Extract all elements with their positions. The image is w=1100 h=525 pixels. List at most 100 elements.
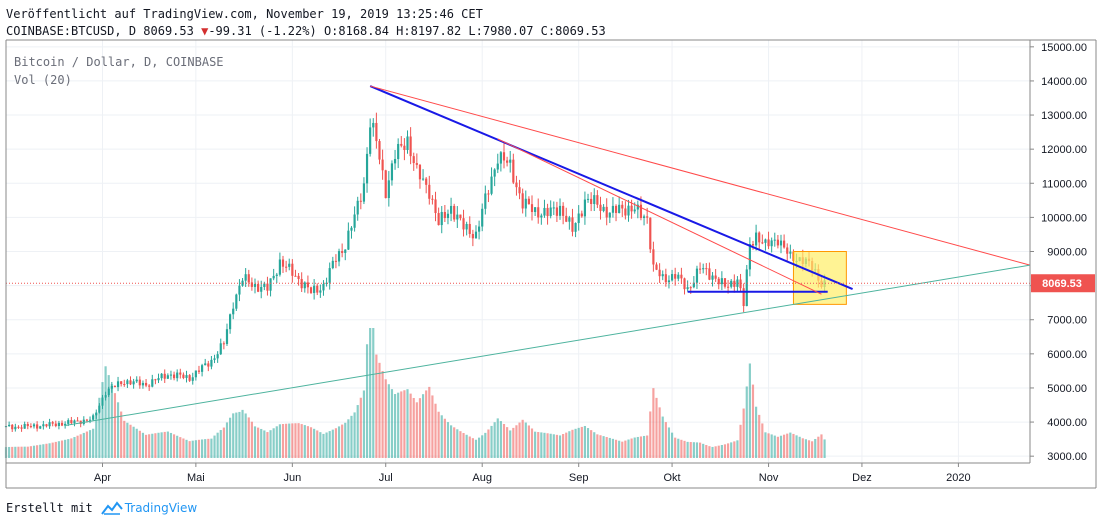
candle-body: [322, 284, 325, 291]
volume-bar: [602, 436, 605, 458]
volume-bar: [138, 430, 141, 458]
volume-bar: [546, 433, 549, 458]
volume-bar: [739, 424, 742, 458]
candle-body: [745, 269, 748, 307]
candle-body: [636, 204, 639, 210]
volume-bar: [493, 422, 496, 458]
volume-bar: [88, 430, 92, 458]
volume-bar: [76, 435, 79, 458]
volume-bar: [418, 398, 422, 458]
volume-bar: [742, 408, 745, 458]
volume-bar: [225, 422, 229, 458]
candle-body: [730, 280, 733, 287]
volume-bar: [98, 397, 101, 458]
x-tick-label: Mai: [187, 472, 205, 484]
volume-bar: [51, 442, 54, 458]
candle-body: [210, 359, 213, 367]
candle-body: [412, 156, 415, 164]
candle-body: [789, 251, 792, 254]
candle-body: [552, 207, 555, 209]
volume-bar: [723, 444, 727, 458]
volume-bar: [369, 328, 372, 458]
volume-bar: [415, 402, 418, 458]
volume-bar: [375, 354, 378, 458]
candle-body: [446, 213, 450, 219]
volume-bar: [235, 412, 238, 458]
candle-body: [773, 239, 776, 241]
candle-body: [583, 199, 587, 217]
x-tick-label: Okt: [664, 472, 681, 484]
y-tick-label: 7000.00: [1047, 315, 1087, 327]
candle-body: [266, 283, 269, 291]
volume-bar: [590, 430, 593, 458]
volume-bar: [257, 427, 260, 458]
volume-bar: [116, 402, 120, 458]
candle-body: [487, 193, 490, 195]
volume-bar: [736, 440, 739, 458]
volume-bar: [614, 439, 618, 458]
candle-body: [568, 217, 571, 222]
volume-bar: [820, 434, 823, 458]
volume-bar: [238, 411, 241, 458]
blue-trendline: [369, 85, 853, 290]
candle-body: [527, 198, 530, 205]
candle-body: [655, 264, 658, 270]
candle-body: [291, 263, 294, 276]
volume-bar: [481, 435, 484, 458]
volume-bar: [683, 440, 686, 458]
volume-bar: [219, 430, 222, 458]
volume-bar: [42, 444, 45, 458]
x-tick-label: Dez: [852, 472, 872, 484]
candle-body: [359, 200, 362, 202]
volume-bar: [449, 425, 453, 458]
candle-body: [54, 423, 57, 427]
candle-body: [406, 136, 409, 151]
last-price-label-bg: [1031, 274, 1095, 293]
volume-bar: [779, 435, 783, 458]
volume-bar: [730, 442, 733, 458]
volume-bar: [393, 394, 397, 458]
candle-body: [92, 415, 95, 420]
volume-indicator-label: Vol (20): [14, 73, 72, 87]
volume-bar: [496, 418, 499, 458]
candle-body: [194, 370, 197, 378]
volume-bar: [272, 428, 275, 458]
volume-bar: [144, 434, 148, 458]
candle-body: [698, 268, 702, 270]
candle-body: [443, 211, 446, 219]
volume-bars: [4, 328, 826, 458]
candle-body: [733, 280, 736, 287]
candle-body: [502, 152, 506, 161]
change-text: -99.31 (-1.22%): [208, 24, 317, 38]
volume-bar: [185, 439, 188, 458]
candle-body: [387, 180, 390, 199]
candle-body: [275, 274, 278, 276]
candle-body: [384, 170, 387, 199]
axes: 15000.00 14000.00 13000.00 12000.00 11000.00…: [5, 39, 1097, 489]
candle-body: [182, 374, 185, 378]
candle-body: [437, 213, 440, 226]
volume-bar: [487, 429, 490, 458]
series-title: Bitcoin / Dollar, D, COINBASE: [14, 55, 224, 69]
candle-body: [135, 379, 138, 382]
volume-bar: [182, 438, 185, 458]
volume-bar: [745, 386, 748, 458]
candle-body: [453, 205, 456, 220]
volume-bar: [425, 390, 428, 458]
volume-bar: [157, 432, 160, 458]
volume-bar: [811, 441, 814, 458]
volume-bar: [462, 433, 465, 458]
candle-body: [82, 419, 85, 424]
x-tick-label: Sep: [569, 472, 589, 484]
candle-body: [132, 381, 135, 385]
volume-bar: [194, 440, 197, 458]
volume-bar: [431, 395, 434, 458]
volume-bar: [359, 397, 362, 458]
candle-body: [297, 275, 300, 279]
footer-brand[interactable]: TradingView: [124, 501, 198, 515]
candle-body: [574, 223, 577, 232]
volume-bar: [646, 435, 649, 458]
volume-bar: [154, 433, 157, 458]
volume-bar: [316, 430, 319, 458]
